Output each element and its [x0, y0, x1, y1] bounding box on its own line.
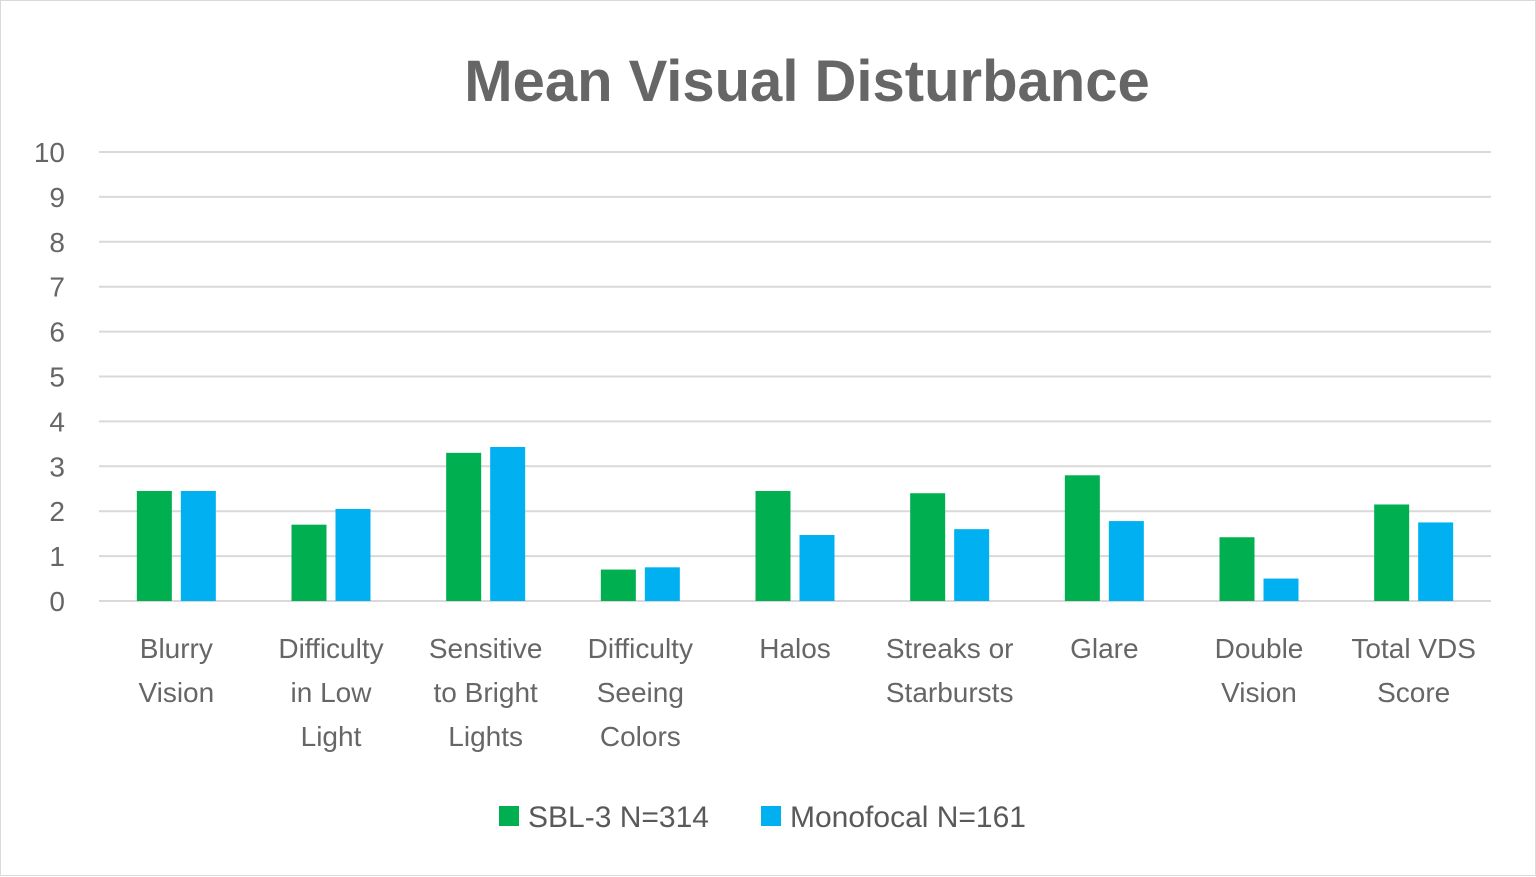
legend-label-monofocal: Monofocal N=161: [790, 801, 1026, 834]
x-axis-ticks: Blurry Vision Difficulty in Low Light Sensiti…: [138, 633, 1475, 752]
y-tick-label: 2: [49, 496, 65, 527]
x-tick-label: Sensitive to Bright Lights: [429, 633, 543, 752]
chart-title: Mean Visual Disturbance: [464, 49, 1150, 114]
bar-monofocal-5: [954, 529, 990, 601]
bar-monofocal-0: [180, 490, 216, 601]
bar-sbl3-2: [446, 452, 482, 601]
bar-monofocal-2: [490, 446, 526, 601]
y-tick-label: 10: [34, 137, 65, 168]
bar-sbl3-0: [136, 490, 172, 601]
legend-label-sbl3: SBL-3 N=314: [528, 801, 709, 834]
y-tick-label: 8: [49, 227, 65, 258]
y-tick-label: 7: [49, 272, 65, 303]
x-tick-label: Halos: [759, 633, 831, 664]
bar-sbl3-3: [600, 569, 636, 601]
bar-sbl3-1: [291, 524, 327, 601]
grid-lines: [99, 151, 1491, 602]
legend-swatch-sbl3: [499, 806, 519, 826]
legend: SBL-3 N=314 Monofocal N=161: [499, 801, 1026, 834]
x-tick-label: Blurry Vision: [138, 633, 214, 708]
x-tick-label: Difficulty in Low Light: [278, 633, 383, 752]
y-axis-ticks: 0 1 2 3 4 5 6 7 8 9 10: [34, 137, 65, 617]
y-tick-label: 5: [49, 362, 65, 393]
x-tick-label: Glare: [1070, 633, 1138, 664]
x-tick-label: Double Vision: [1215, 633, 1304, 708]
bar-monofocal-8: [1418, 522, 1454, 601]
bar-sbl3-8: [1374, 504, 1410, 601]
bar-monofocal-1: [335, 508, 371, 601]
x-tick-label: Streaks or Starbursts: [886, 633, 1014, 708]
x-tick-label: Difficulty Seeing Colors: [588, 633, 693, 752]
legend-swatch-monofocal: [761, 806, 781, 826]
bar-monofocal-4: [799, 534, 835, 601]
y-tick-label: 4: [49, 406, 65, 437]
bar-monofocal-6: [1108, 521, 1144, 601]
bar-sbl3-5: [910, 493, 946, 601]
bar-monofocal-3: [644, 567, 680, 601]
bar-monofocal-7: [1263, 578, 1299, 601]
y-tick-label: 6: [49, 317, 65, 348]
bar-sbl3-7: [1219, 537, 1255, 601]
y-tick-label: 1: [49, 541, 65, 572]
y-tick-label: 0: [49, 586, 65, 617]
bar-sbl3-4: [755, 490, 791, 601]
y-tick-label: 3: [49, 451, 65, 482]
x-tick-label: Total VDS Score: [1351, 633, 1476, 708]
bars: [136, 446, 1454, 601]
bar-sbl3-6: [1064, 475, 1100, 601]
y-tick-label: 9: [49, 182, 65, 213]
